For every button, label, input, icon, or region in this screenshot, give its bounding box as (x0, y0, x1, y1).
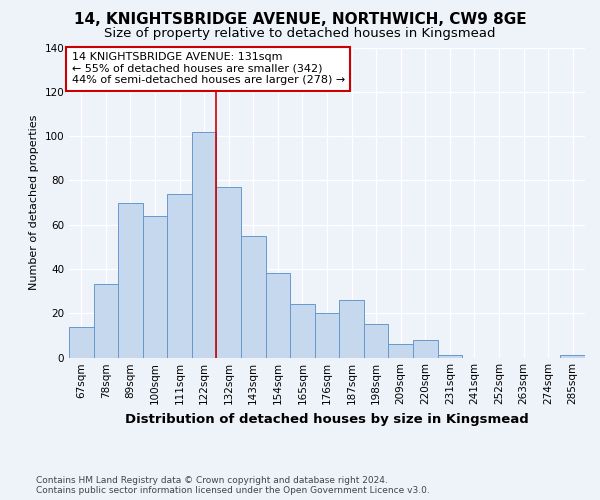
Text: 14, KNIGHTSBRIDGE AVENUE, NORTHWICH, CW9 8GE: 14, KNIGHTSBRIDGE AVENUE, NORTHWICH, CW9… (74, 12, 526, 28)
Bar (437, 356, 462, 358)
X-axis label: Distribution of detached houses by size in Kingsmead: Distribution of detached houses by size … (125, 413, 529, 426)
Bar (560, 356, 585, 358)
Bar (69, 326, 94, 358)
Y-axis label: Number of detached properties: Number of detached properties (29, 115, 39, 290)
Bar (143, 216, 167, 358)
Bar (388, 344, 413, 358)
Bar (364, 324, 388, 358)
Bar (315, 313, 339, 358)
Bar (94, 284, 118, 358)
Bar (192, 132, 217, 358)
Bar (290, 304, 315, 358)
Text: 14 KNIGHTSBRIDGE AVENUE: 131sqm
← 55% of detached houses are smaller (342)
44% o: 14 KNIGHTSBRIDGE AVENUE: 131sqm ← 55% of… (71, 52, 345, 86)
Text: Size of property relative to detached houses in Kingsmead: Size of property relative to detached ho… (104, 28, 496, 40)
Bar (167, 194, 192, 358)
Text: Contains HM Land Registry data © Crown copyright and database right 2024.
Contai: Contains HM Land Registry data © Crown c… (36, 476, 430, 495)
Bar (339, 300, 364, 358)
Bar (217, 187, 241, 358)
Bar (118, 202, 143, 358)
Bar (413, 340, 437, 357)
Bar (266, 274, 290, 357)
Bar (241, 236, 266, 358)
